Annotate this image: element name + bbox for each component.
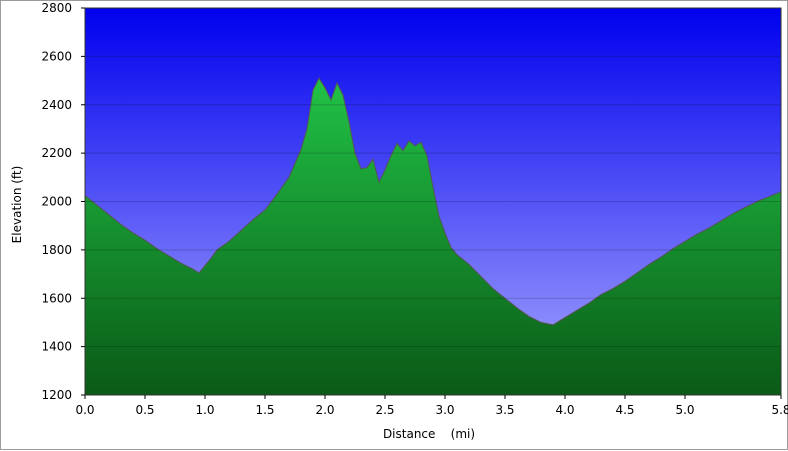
y-tick-label: 1600 — [41, 291, 72, 305]
y-tick-label: 1800 — [41, 243, 72, 257]
x-tick-label: 3.5 — [495, 403, 514, 417]
y-tick-label: 1200 — [41, 388, 72, 402]
y-tick-label: 2400 — [41, 98, 72, 112]
y-axis-title: Elevation (ft) — [10, 166, 24, 244]
x-axis: 0.0 0.5 1.0 1.5 2.0 2.5 3.0 3.5 4.0 4.5 5.0 5.8 — [75, 395, 788, 417]
gridlines — [85, 55, 781, 348]
x-tick-label: 4.0 — [555, 403, 574, 417]
x-tick-label: 0.0 — [75, 403, 94, 417]
x-tick-label: 2.0 — [315, 403, 334, 417]
y-tick-label: 2200 — [41, 146, 72, 160]
x-tick-label: 2.5 — [375, 403, 394, 417]
y-tick-label: 2800 — [41, 1, 72, 15]
x-tick-label: 5.8 — [771, 403, 788, 417]
y-tick-label: 2600 — [41, 49, 72, 63]
elevation-area — [85, 78, 781, 395]
x-tick-label: 1.0 — [195, 403, 214, 417]
x-axis-title: Distance (mi) — [383, 427, 475, 441]
x-tick-label: 0.5 — [135, 403, 154, 417]
x-tick-label: 1.5 — [255, 403, 274, 417]
y-tick-label: 2000 — [41, 195, 72, 209]
elevation-line — [84, 77, 782, 326]
x-tick-label: 5.0 — [675, 403, 694, 417]
y-axis: 1200 1400 1600 1800 2000 2200 2400 2600 2800 — [41, 1, 85, 402]
x-tick-label: 3.0 — [435, 403, 454, 417]
y-tick-label: 1400 — [41, 340, 72, 354]
x-tick-label: 4.5 — [615, 403, 634, 417]
